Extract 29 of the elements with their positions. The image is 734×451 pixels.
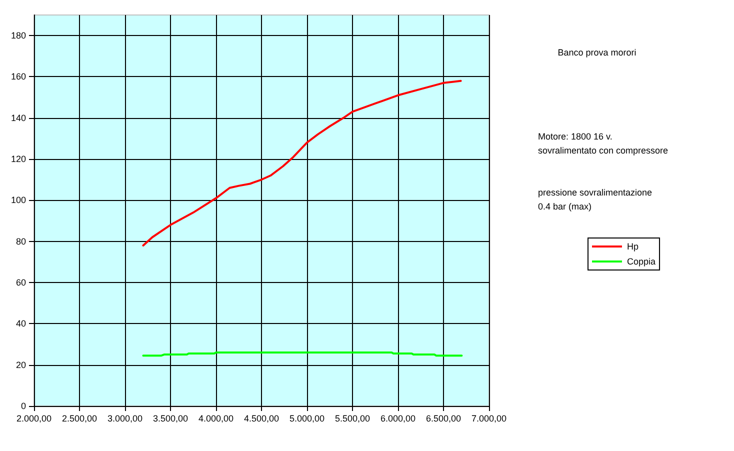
x-tick-label: 6.500,00 [426, 414, 462, 424]
text: Banco prova morori [558, 48, 636, 58]
legend-label: Coppia [627, 256, 656, 266]
y-tick-label: 120 [10, 154, 26, 164]
y-tick-label: 100 [10, 195, 26, 206]
text: Motore: 1800 16 v. [538, 132, 612, 142]
x-tick-label: 3.000,00 [107, 414, 143, 424]
x-tick-label: 7.000,00 [471, 414, 507, 424]
text: pressione sovralimentazione [538, 188, 652, 198]
y-tick-label: 40 [16, 318, 26, 329]
x-tick-label: 5.500,00 [334, 414, 370, 424]
y-tick-label: 80 [16, 236, 26, 246]
x-tick-label: 4.000,00 [198, 414, 234, 424]
y-tick-label: 160 [10, 72, 26, 82]
y-tick-label: 20 [16, 360, 26, 370]
x-tick-label: 3.500,00 [152, 414, 188, 424]
y-tick-label: 140 [10, 112, 26, 123]
y-tick-label: 180 [10, 30, 26, 41]
x-tick-label: 2.000,00 [16, 414, 52, 424]
x-tick-label: 5.000,00 [289, 414, 325, 424]
y-tick-label: 0 [20, 401, 26, 411]
y-tick-label: 60 [16, 278, 26, 288]
text: 0.4 bar (max) [538, 202, 592, 212]
x-tick-label: 4.500,00 [244, 414, 280, 424]
x-tick-label: 6.000,00 [380, 414, 416, 424]
line-series [142, 80, 462, 246]
x-tick-label: 2.500,00 [62, 414, 98, 424]
legend-label: Hp [627, 242, 639, 252]
text: sovralimentato con compressore [538, 146, 668, 156]
